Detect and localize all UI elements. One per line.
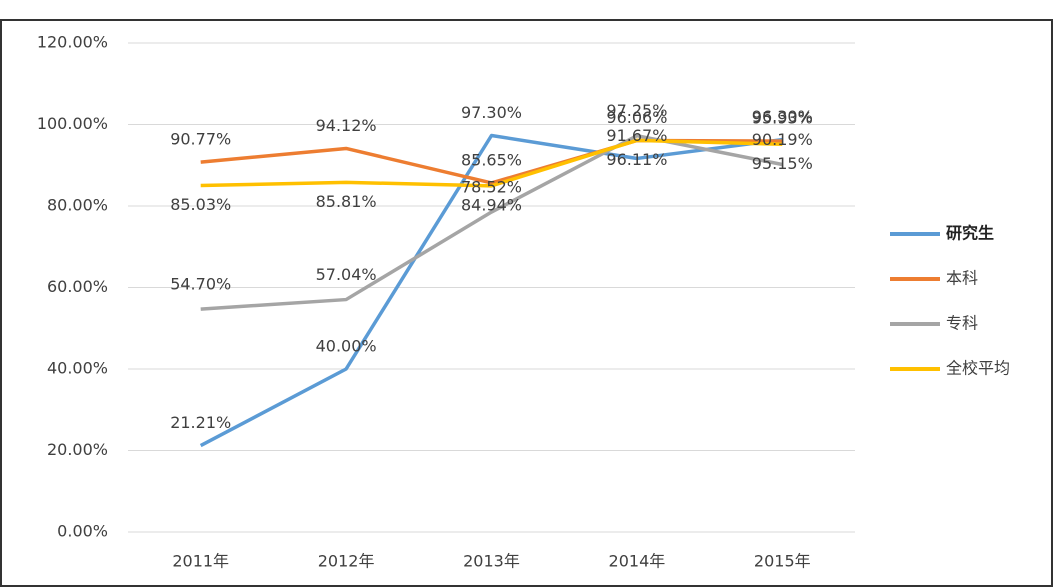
data-label: 85.81%	[316, 192, 377, 211]
data-label: 85.03%	[170, 195, 231, 214]
series-line	[200, 133, 783, 311]
legend-label: 专科	[946, 314, 978, 333]
x-tick-label: 2014年	[609, 552, 666, 571]
data-label: 54.70%	[170, 275, 231, 294]
y-tick-label: 0.00%	[57, 522, 108, 541]
data-label: 40.00%	[316, 337, 377, 356]
data-label: 97.25%	[606, 101, 667, 120]
data-label: 78.52%	[461, 178, 522, 197]
x-tick-label: 2013年	[463, 552, 520, 571]
y-tick-label: 20.00%	[47, 440, 108, 459]
y-tick-label: 40.00%	[47, 359, 108, 378]
data-label: 90.19%	[752, 130, 813, 149]
data-label: 94.12%	[316, 116, 377, 135]
x-tick-label: 2015年	[754, 552, 811, 571]
data-label: 96.30%	[752, 107, 813, 126]
data-label: 90.77%	[170, 130, 231, 149]
data-label: 91.67%	[606, 126, 667, 145]
series-line	[200, 138, 783, 188]
data-label: 21.21%	[170, 413, 231, 432]
data-label: 96.06%	[606, 108, 667, 127]
legend-label: 本科	[946, 269, 978, 288]
y-tick-label: 120.00%	[37, 33, 108, 52]
series-line	[199, 133, 783, 448]
data-label: 84.94%	[461, 195, 522, 214]
data-label: 85.65%	[461, 150, 522, 169]
legend-label: 全校平均	[946, 359, 1010, 378]
legend-label: 研究生	[946, 224, 994, 243]
x-tick-label: 2011年	[172, 552, 229, 571]
y-tick-label: 80.00%	[47, 196, 108, 215]
data-label: 97.30%	[461, 103, 522, 122]
y-tick-label: 60.00%	[47, 277, 108, 296]
x-tick-label: 2012年	[318, 552, 375, 571]
data-label: 57.04%	[316, 265, 377, 284]
y-tick-label: 100.00%	[37, 114, 108, 133]
data-label: 96.11%	[606, 150, 667, 169]
chart-border	[0, 19, 1053, 587]
data-label: 95.15%	[752, 154, 813, 173]
data-label: 95.93%	[752, 109, 813, 128]
